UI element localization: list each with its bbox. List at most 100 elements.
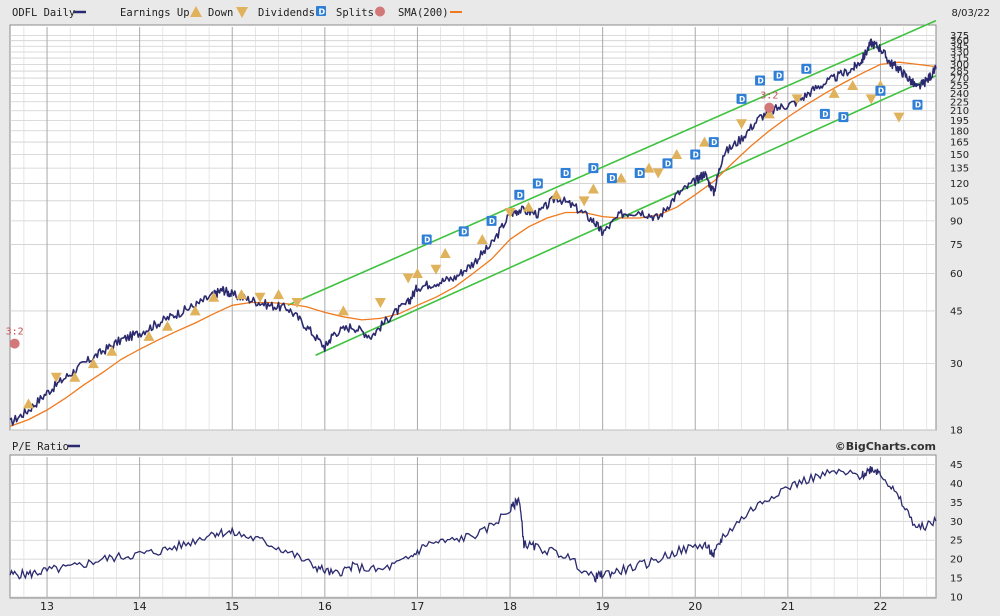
dividend-marker[interactable] [421,234,432,245]
dividend-marker[interactable] [708,137,719,148]
dividend-marker-letter: D [591,164,597,173]
dividend-marker[interactable] [560,168,571,179]
x-tick-18: 18 [503,600,517,613]
earnings-up-marker[interactable] [587,183,599,194]
earnings-down-marker[interactable] [736,119,748,130]
date-label: 8/03/22 [951,8,990,19]
dividend-marker[interactable] [838,112,849,123]
earnings-down-marker[interactable] [374,298,386,309]
dividend-icon [316,6,326,16]
earnings-up-marker[interactable] [143,330,155,341]
main-panel-background [9,24,937,431]
dividend-marker[interactable] [532,178,543,189]
earnings-up-marker[interactable] [161,320,173,331]
earnings-up-marker[interactable] [847,80,859,91]
earnings-up-marker[interactable] [699,136,710,147]
main-y-tick-135: 135 [950,164,969,175]
dividend-marker[interactable] [634,168,645,179]
series-sma-200 [9,61,937,428]
earnings-down-marker[interactable] [254,292,266,303]
dividend-marker[interactable] [662,158,673,169]
main-y-tick-75: 75 [950,240,963,251]
earnings-up-marker[interactable] [439,248,451,259]
earnings-up-marker[interactable] [87,358,99,369]
dividend-marker-letter: D [711,138,717,147]
dividend-marker-letter: D [637,169,643,178]
earnings-down-marker[interactable] [504,207,516,218]
earnings-up-marker[interactable] [476,233,488,244]
earnings-up-marker[interactable] [615,172,627,183]
earnings-down-marker[interactable] [865,94,877,105]
dividend-marker[interactable] [486,215,497,226]
earnings-up-icon [190,6,202,17]
main-y-tick-120: 120 [950,179,969,190]
dividend-marker[interactable] [773,70,784,81]
dividend-marker[interactable] [606,173,617,184]
legend-label-dividends: Dividends [258,7,315,19]
dividend-marker[interactable] [690,149,701,160]
dividend-marker[interactable] [736,93,747,104]
main-y-tick-225: 225 [950,97,969,108]
x-axis: 13 14 15 16 17 18 19 20 21 22 [40,600,887,613]
split-label: 3:2 [6,327,24,338]
split-label: 3:2 [760,91,778,102]
x-tick-16: 16 [318,600,332,613]
earnings-up-marker[interactable] [763,108,775,119]
earnings-up-marker[interactable] [69,371,81,382]
dividend-marker-letter: D [739,95,745,104]
dividend-marker[interactable] [588,163,599,174]
dividend-marker[interactable] [801,63,812,74]
earnings-down-marker[interactable] [578,196,590,207]
dividend-marker[interactable] [514,189,525,200]
earnings-up-marker[interactable] [671,148,683,159]
earnings-down-marker[interactable] [893,112,905,123]
earnings-up-marker[interactable] [828,87,840,98]
earnings-up-marker[interactable] [189,305,201,316]
earnings-down-marker[interactable] [50,372,62,383]
dividend-marker[interactable] [755,75,766,86]
main-y-tick-30: 30 [950,359,963,370]
earnings-down-marker[interactable] [652,168,664,179]
pe-y-tick-40: 40 [950,479,963,490]
split-marker[interactable] [9,338,20,349]
main-y-tick-285: 285 [950,67,969,78]
pe-y-tick-45: 45 [950,460,963,471]
dividend-marker[interactable] [458,226,469,237]
dividend-marker-letter: D [461,227,467,236]
earnings-up-marker[interactable] [208,291,220,302]
main-y-axis: 1830456075901051201351501651801952102252… [950,31,969,437]
main-y-tick-90: 90 [950,216,963,227]
pe-y-axis: 10 15 20 25 30 35 40 45 [950,460,963,603]
pe-y-tick-20: 20 [950,555,963,566]
main-y-tick-300: 300 [950,60,969,71]
split-marker[interactable] [764,102,775,113]
pe-panel-background [9,454,937,599]
earnings-up-marker[interactable] [523,201,535,212]
dividend-marker-letter: D [757,77,763,86]
main-y-tick-330: 330 [950,47,969,58]
main-y-tick-360: 360 [950,36,969,47]
earnings-up-marker[interactable] [106,345,118,356]
x-tick-17: 17 [410,600,424,613]
earnings-up-marker[interactable] [643,162,655,173]
earnings-down-marker[interactable] [791,94,803,105]
earnings-up-marker[interactable] [23,398,35,409]
earnings-down-marker[interactable] [402,273,414,284]
channel-upper [287,19,937,307]
brand-label: ©BigCharts.com [835,440,936,453]
earnings-down-marker[interactable] [430,264,442,275]
main-y-tick-45: 45 [950,306,963,317]
dividend-marker-letter: D [517,191,523,200]
earnings-up-marker[interactable] [411,268,423,279]
earnings-up-marker[interactable] [273,289,285,300]
earnings-down-marker[interactable] [291,298,303,309]
pe-series [9,466,937,583]
dividend-marker[interactable] [819,108,830,119]
dividend-marker[interactable] [912,99,923,110]
legend-label-splits: Splits [336,7,374,19]
dividend-marker-letter: D [804,65,810,74]
earnings-up-marker[interactable] [337,305,349,316]
earnings-up-marker[interactable] [236,289,247,300]
earnings-up-marker[interactable] [550,189,562,200]
dividend-marker[interactable] [875,85,886,96]
